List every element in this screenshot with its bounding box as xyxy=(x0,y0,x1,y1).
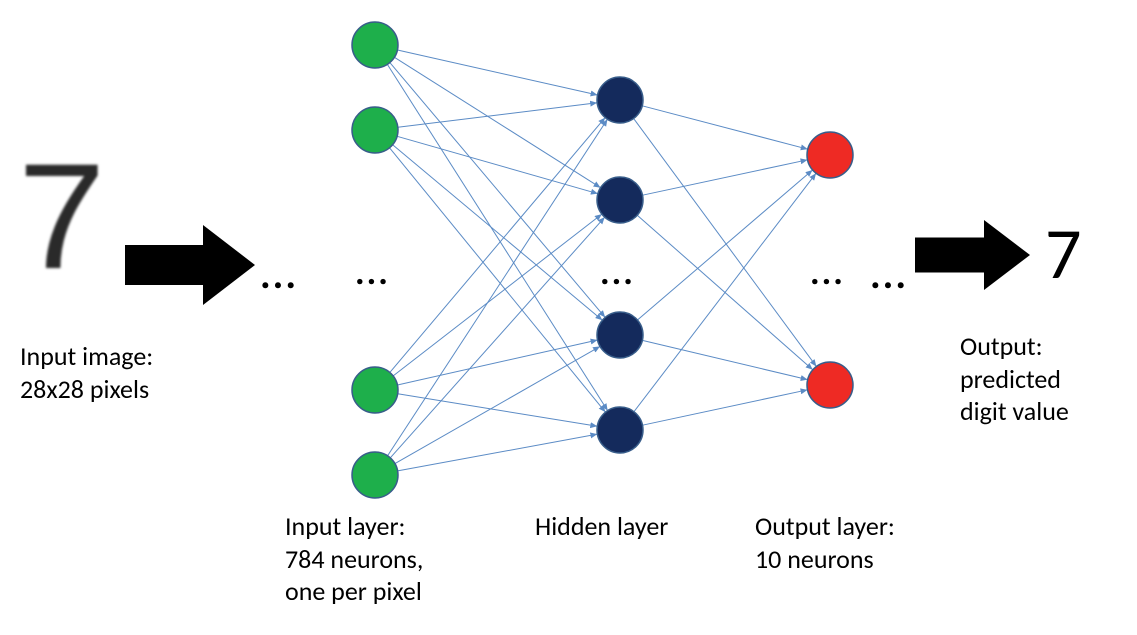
edge xyxy=(642,106,808,149)
edge xyxy=(398,103,597,127)
edge xyxy=(393,145,603,320)
edge xyxy=(397,340,597,385)
output-node xyxy=(807,362,853,408)
ellipsis-output-gap: ... xyxy=(810,250,845,294)
ellipsis-before-input: ... xyxy=(260,250,298,299)
hidden-node xyxy=(597,312,643,358)
edge xyxy=(642,390,807,425)
hidden-layer-label: Hidden layer xyxy=(535,510,668,543)
ellipsis-after-output: ... xyxy=(870,250,908,299)
input-image-label: Input image: 28x28 pixels xyxy=(20,340,153,405)
input-node xyxy=(352,367,398,413)
input-layer-label: Input layer: 784 neurons, one per pixel xyxy=(285,510,423,608)
output-node xyxy=(807,132,853,178)
edge xyxy=(398,434,598,471)
nn-diagram: { "canvas": { "width": 1137, "height": 6… xyxy=(0,0,1137,635)
edge xyxy=(634,119,817,367)
hidden-node xyxy=(597,407,643,453)
edge xyxy=(634,173,816,411)
edge xyxy=(397,136,598,193)
output-label: Output: predicted digit value xyxy=(960,330,1069,428)
edge xyxy=(642,340,807,379)
edge xyxy=(637,170,812,320)
edge xyxy=(387,64,607,410)
hidden-node xyxy=(597,177,643,223)
edge xyxy=(394,57,600,187)
hidden-node xyxy=(597,77,643,123)
ellipsis-input-gap: ... xyxy=(355,250,390,294)
edge xyxy=(395,346,600,463)
input-node xyxy=(352,452,398,498)
ellipsis-hidden-gap: ... xyxy=(600,250,635,294)
output-layer-label: Output layer: 10 neurons xyxy=(755,510,895,575)
edge xyxy=(398,394,598,427)
edge xyxy=(642,160,807,195)
edge xyxy=(397,50,597,95)
input-node xyxy=(352,107,398,153)
input-node xyxy=(352,22,398,68)
edge xyxy=(390,217,604,458)
edge xyxy=(390,63,605,318)
edge xyxy=(390,118,605,373)
